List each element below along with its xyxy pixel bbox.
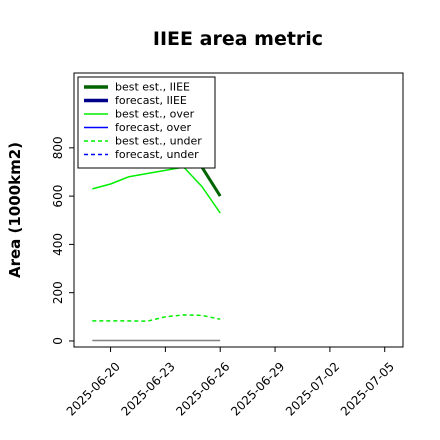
y-tick-label-2: 400: [51, 233, 65, 256]
y-tick-label-3: 600: [51, 185, 65, 208]
legend-entry-1: forecast, IIEE: [115, 94, 187, 107]
y-axis-label: Area (1000km2): [6, 142, 24, 278]
legend-box: [77, 76, 216, 169]
x-axis: 2025-06-202025-06-232025-06-262025-06-29…: [64, 347, 397, 419]
legend-entry-4: best est., under: [115, 135, 202, 148]
legend-entry-3: forecast, over: [115, 121, 191, 134]
legend-entry-2: best est., over: [115, 108, 195, 121]
plot-area: [92, 156, 222, 342]
legend-entry-0: best est., IIEE: [115, 81, 190, 94]
x-tick-label-0: 2025-06-20: [64, 359, 123, 418]
x-tick-label-3: 2025-06-29: [228, 359, 287, 418]
y-tick-label-4: 800: [51, 136, 65, 159]
y-tick-label-1: 200: [51, 281, 65, 304]
chart-title: IIEE area metric: [153, 28, 323, 50]
series-line-2: [92, 166, 221, 214]
series-line-4: [92, 314, 221, 322]
x-tick-label-1: 2025-06-23: [119, 359, 178, 418]
x-tick-label-5: 2025-07-05: [338, 359, 397, 418]
y-axis: 0 200 400 600 800: [51, 136, 74, 345]
x-tick-label-4: 2025-07-02: [283, 359, 342, 418]
legend-entry-5: forecast, under: [115, 148, 199, 161]
plot-frame: [73, 72, 404, 348]
y-tick-label-0: 0: [51, 337, 65, 345]
x-tick-label-2: 2025-06-26: [173, 359, 232, 418]
